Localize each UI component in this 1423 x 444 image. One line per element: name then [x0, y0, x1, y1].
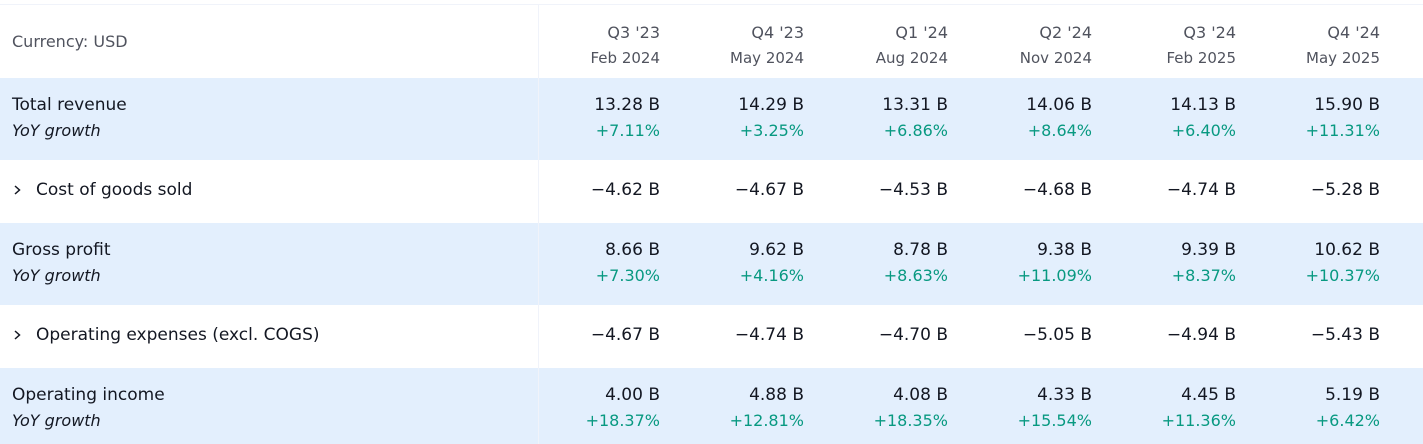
growth-value: +18.35% [873, 411, 948, 430]
row-value: −4.74 B [734, 325, 804, 345]
row-label: Gross profit [12, 240, 111, 260]
growth-label: YoY growth [12, 266, 101, 285]
period-quarter: Q1 '24 [895, 23, 948, 42]
row-value: 8.66 B [605, 240, 660, 260]
row-value: 9.62 B [749, 240, 804, 260]
period-date: Feb 2024 [590, 49, 661, 67]
top-border [0, 4, 1423, 5]
period-date: Nov 2024 [1019, 49, 1092, 67]
period-quarter: Q3 '23 [607, 23, 660, 42]
row-value: 4.45 B [1181, 385, 1236, 405]
row-value: −4.67 B [590, 325, 660, 345]
row-band [0, 78, 1423, 160]
column-divider [538, 4, 539, 444]
row-value: −5.43 B [1310, 325, 1380, 345]
row-value: 9.38 B [1037, 240, 1092, 260]
growth-value: +11.09% [1017, 266, 1092, 285]
row-value: −5.05 B [1022, 325, 1092, 345]
growth-value: +8.64% [1027, 121, 1092, 140]
growth-value: +8.63% [883, 266, 948, 285]
growth-value: +11.36% [1161, 411, 1236, 430]
row-value: −4.62 B [590, 180, 660, 200]
row-value: 9.39 B [1181, 240, 1236, 260]
row-value: 14.13 B [1170, 95, 1236, 115]
row-value: −4.70 B [878, 325, 948, 345]
growth-value: +11.31% [1305, 121, 1380, 140]
growth-label: YoY growth [12, 121, 101, 140]
expand-chevron[interactable] [12, 324, 24, 346]
growth-value: +12.81% [729, 411, 804, 430]
row-value: 15.90 B [1314, 95, 1380, 115]
growth-value: +6.40% [1171, 121, 1236, 140]
row-label: Operating income [12, 385, 165, 405]
currency-label: Currency: USD [12, 32, 128, 51]
row-value: 13.31 B [882, 95, 948, 115]
row-value: 5.19 B [1325, 385, 1380, 405]
growth-value: +7.30% [595, 266, 660, 285]
row-value: 4.08 B [893, 385, 948, 405]
row-value: 4.33 B [1037, 385, 1092, 405]
row-label: Total revenue [12, 95, 127, 115]
period-date: Aug 2024 [875, 49, 948, 67]
growth-value: +3.25% [739, 121, 804, 140]
period-quarter: Q4 '23 [751, 23, 804, 42]
row-value: 8.78 B [893, 240, 948, 260]
row-value: −5.28 B [1310, 180, 1380, 200]
row-value: −4.94 B [1166, 325, 1236, 345]
period-date: May 2025 [1306, 49, 1380, 67]
row-band [0, 368, 1423, 444]
growth-value: +18.37% [585, 411, 660, 430]
row-value: −4.67 B [734, 180, 804, 200]
growth-value: +8.37% [1171, 266, 1236, 285]
expand-chevron[interactable] [12, 179, 24, 201]
period-quarter: Q2 '24 [1039, 23, 1092, 42]
period-date: Feb 2025 [1166, 49, 1237, 67]
period-quarter: Q4 '24 [1327, 23, 1380, 42]
row-value: 4.00 B [605, 385, 660, 405]
period-quarter: Q3 '24 [1183, 23, 1236, 42]
row-value: 13.28 B [594, 95, 660, 115]
row-value: −4.53 B [878, 180, 948, 200]
row-value: −4.74 B [1166, 180, 1236, 200]
row-value: 4.88 B [749, 385, 804, 405]
row-band [0, 223, 1423, 305]
growth-value: +4.16% [739, 266, 804, 285]
growth-value: +6.42% [1315, 411, 1380, 430]
row-label[interactable]: Operating expenses (excl. COGS) [36, 325, 320, 345]
growth-label: YoY growth [12, 411, 101, 430]
growth-value: +6.86% [883, 121, 948, 140]
row-label[interactable]: Cost of goods sold [36, 180, 193, 200]
growth-value: +15.54% [1017, 411, 1092, 430]
row-value: −4.68 B [1022, 180, 1092, 200]
row-value: 10.62 B [1314, 240, 1380, 260]
growth-value: +10.37% [1305, 266, 1380, 285]
growth-value: +7.11% [595, 121, 660, 140]
row-value: 14.29 B [738, 95, 804, 115]
row-value: 14.06 B [1026, 95, 1092, 115]
period-date: May 2024 [730, 49, 804, 67]
